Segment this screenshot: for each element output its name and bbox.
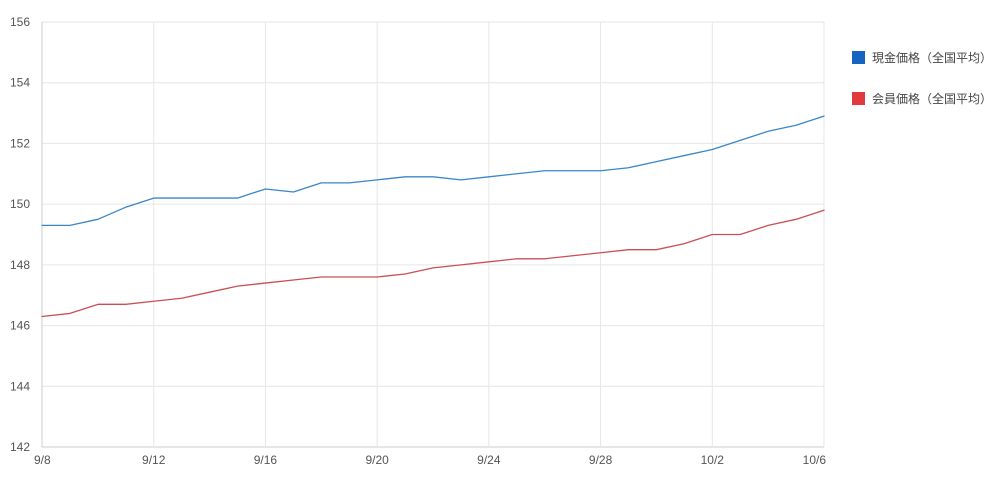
legend-label: 会員価格（全国平均） xyxy=(872,91,992,106)
legend-swatch xyxy=(852,51,865,64)
series-line-1 xyxy=(41,115,825,227)
x-tick-label: 9/20 xyxy=(365,453,389,467)
chart-axes: 142 144 146 148 150 152 154 156 9/8 9/12 9/16 9/20 9… xyxy=(10,15,826,467)
legend-label: 現金価格（全国平均） xyxy=(872,50,992,65)
y-tick-label: 146 xyxy=(10,319,30,333)
chart-series xyxy=(41,115,825,318)
chart-legend: 現金価格（全国平均） 会員価格（全国平均） xyxy=(852,50,992,106)
y-tick-label: 144 xyxy=(10,379,30,393)
chart-gridlines xyxy=(41,21,825,448)
x-tick-label: 9/8 xyxy=(34,453,51,467)
series-line-2 xyxy=(41,209,825,318)
y-tick-label: 142 xyxy=(10,440,30,454)
x-tick-label: 10/2 xyxy=(701,453,725,467)
y-tick-label: 148 xyxy=(10,258,30,272)
x-tick-label: 9/28 xyxy=(589,453,613,467)
legend-swatch xyxy=(852,92,865,105)
x-tick-label: 9/24 xyxy=(477,453,501,467)
x-tick-label: 9/12 xyxy=(142,453,166,467)
y-tick-label: 154 xyxy=(10,76,30,90)
y-tick-label: 152 xyxy=(10,136,30,150)
y-tick-label: 156 xyxy=(10,15,30,29)
x-tick-label: 9/16 xyxy=(254,453,278,467)
y-tick-label: 150 xyxy=(10,197,30,211)
x-tick-label: 10/6 xyxy=(803,453,827,467)
